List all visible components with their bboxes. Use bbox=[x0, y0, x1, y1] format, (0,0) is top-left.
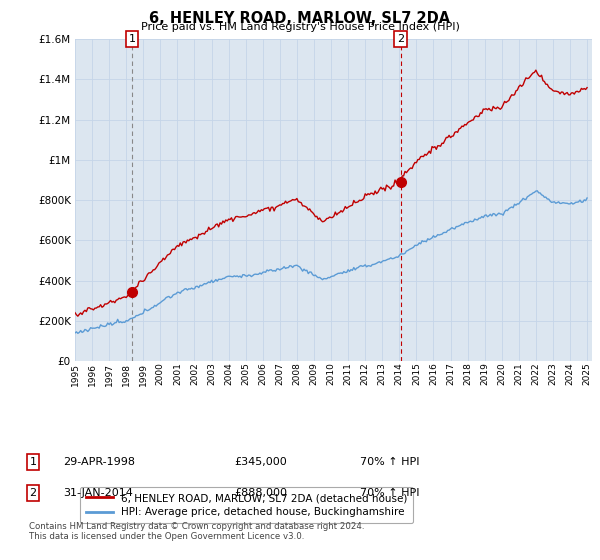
Text: 70% ↑ HPI: 70% ↑ HPI bbox=[360, 488, 419, 498]
Text: Contains HM Land Registry data © Crown copyright and database right 2024.
This d: Contains HM Land Registry data © Crown c… bbox=[29, 522, 364, 542]
Text: 6, HENLEY ROAD, MARLOW, SL7 2DA: 6, HENLEY ROAD, MARLOW, SL7 2DA bbox=[149, 11, 451, 26]
Text: £888,000: £888,000 bbox=[234, 488, 287, 498]
Text: 1: 1 bbox=[128, 34, 136, 44]
Text: 2: 2 bbox=[397, 34, 404, 44]
Text: £345,000: £345,000 bbox=[234, 457, 287, 467]
Text: 29-APR-1998: 29-APR-1998 bbox=[63, 457, 135, 467]
Text: 70% ↑ HPI: 70% ↑ HPI bbox=[360, 457, 419, 467]
Text: Price paid vs. HM Land Registry's House Price Index (HPI): Price paid vs. HM Land Registry's House … bbox=[140, 22, 460, 32]
Legend: 6, HENLEY ROAD, MARLOW, SL7 2DA (detached house), HPI: Average price, detached h: 6, HENLEY ROAD, MARLOW, SL7 2DA (detache… bbox=[80, 487, 413, 524]
Text: 1: 1 bbox=[29, 457, 37, 467]
Text: 2: 2 bbox=[29, 488, 37, 498]
Text: 31-JAN-2014: 31-JAN-2014 bbox=[63, 488, 133, 498]
